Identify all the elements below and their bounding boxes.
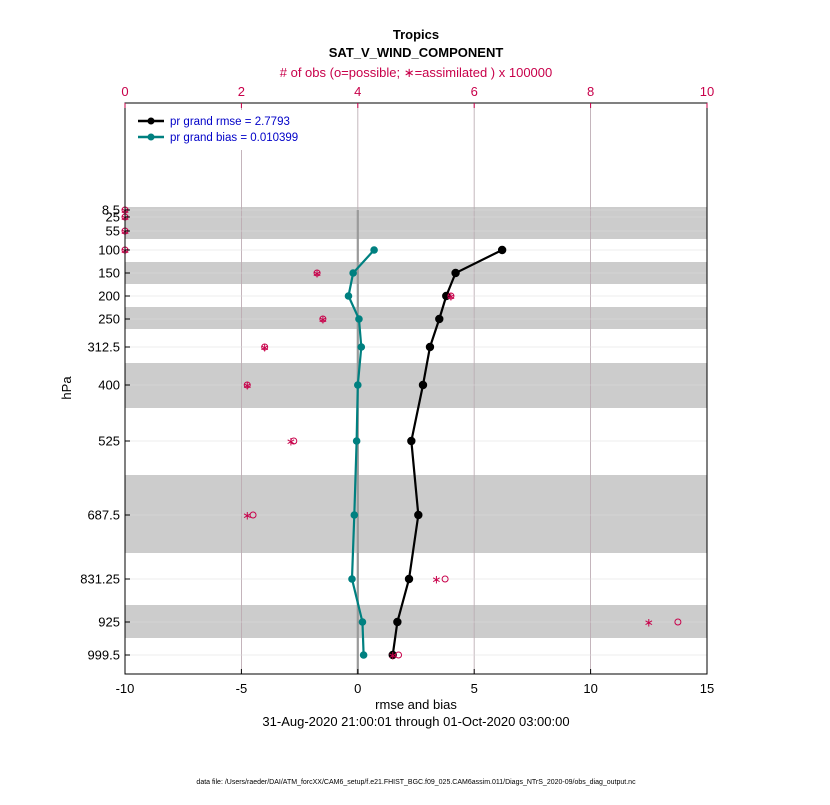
left-tick-label: 8.5 [102,203,120,218]
legend-rmse-marker [147,117,155,125]
series-point [370,246,378,254]
series-point [497,245,507,255]
left-tick-label: 687.5 [87,508,120,523]
series-point [393,617,402,627]
left-tick-label: 525 [98,434,120,449]
series-point [404,574,414,584]
series-point [355,315,363,323]
top-axis-label: # of obs (o=possible; ∗=assimilated ) x … [280,65,553,80]
level-band [125,605,707,638]
level-band [125,363,707,408]
series-point [348,575,356,583]
obs-possible-marker [395,651,403,659]
legend-rmse-label: pr grand rmse = 2.7793 [170,116,290,128]
series-point [357,343,366,351]
left-tick-label: 25 [106,210,120,225]
obs-assimilated-marker: ∗ [286,435,296,449]
bottom-tick-label: -10 [116,681,135,696]
series-point [425,342,435,352]
left-tick-label: 200 [98,289,120,304]
series-point [350,511,359,519]
top-tick-label: 6 [471,84,478,99]
series-layer [344,245,507,660]
series-point [414,510,423,520]
obs-assimilated-marker: ∗ [242,509,252,523]
series-point [451,268,460,278]
obs-possible-marker [319,315,327,323]
series-point [354,381,362,389]
obs-possible-marker [313,269,321,277]
x-axis-label: rmse and bias [375,697,457,712]
left-tick-label: 831.25 [80,572,120,587]
obs-possible-marker [447,292,455,300]
series-point [359,651,368,659]
obs-assimilated-marker: ∗ [312,267,322,281]
series-point [418,380,428,390]
obs-possible-marker [290,437,298,445]
bottom-tick-label: -5 [236,681,248,696]
level-band [125,307,707,329]
series-bias [344,246,378,659]
left-tick-label: 400 [98,378,120,393]
obs-assimilated-marker: ∗ [644,616,654,630]
obs-possible-marker [261,343,269,351]
level-band [125,221,707,239]
obs-assimilated-marker: ∗ [242,379,252,393]
series-point [344,292,353,300]
top-tick-label: 2 [238,84,245,99]
top-tick-label: 0 [121,84,128,99]
series-rmse [388,245,507,660]
series-point [358,618,367,626]
date-range: 31-Aug-2020 21:00:01 through 01-Oct-2020… [262,714,569,729]
obs-assimilated-marker: ∗ [446,290,456,304]
top-axis-ticks: 0 2 4 6 8 10 [121,84,714,108]
series-point [352,437,361,445]
left-tick-label: 55 [106,224,120,239]
bottom-axis-ticks: -10 -5 0 5 10 15 [116,669,714,696]
series-point [435,314,444,324]
obs-possible-marker [243,381,251,389]
top-tick-label: 10 [700,84,714,99]
legend-bias-label: pr grand bias = 0.010399 [170,132,298,144]
obs-assimilated-marker: ∗ [388,649,398,663]
plot-frame [124,102,708,675]
bottom-tick-label: 0 [354,681,361,696]
left-tick-label: 312.5 [87,340,120,355]
bottom-tick-label: 10 [583,681,597,696]
bottom-tick-label: 5 [471,681,478,696]
left-tick-label: 150 [98,266,120,281]
left-tick-label: 925 [98,615,120,630]
obs-possible-marker [441,575,449,583]
chart-subtitle: SAT_V_WIND_COMPONENT [329,45,504,60]
series-point [349,269,357,277]
bottom-tick-label: 15 [700,681,714,696]
obs-assimilated-marker: ∗ [318,313,328,327]
y-axis-label: hPa [59,376,74,400]
top-tick-label: 8 [587,84,594,99]
obs-assimilated-marker: ∗ [431,573,441,587]
series-point [388,650,397,660]
chart-title: Tropics [393,27,439,42]
obs-possible-marker [674,618,682,626]
left-tick-label: 250 [98,312,120,327]
series-point [407,436,416,446]
obs-possible-marker [249,511,257,519]
left-tick-label: 999.5 [87,648,120,663]
obs-assimilated-marker: ∗ [260,341,270,355]
legend: pr grand rmse = 2.7793 pr grand bias = 0… [132,110,322,150]
left-tick-label: 100 [98,243,120,258]
footer-data-file: data file: /Users/raeder/DAI/ATM_forcXX/… [196,779,636,786]
top-tick-label: 4 [354,84,361,99]
legend-bias-marker [147,133,155,141]
